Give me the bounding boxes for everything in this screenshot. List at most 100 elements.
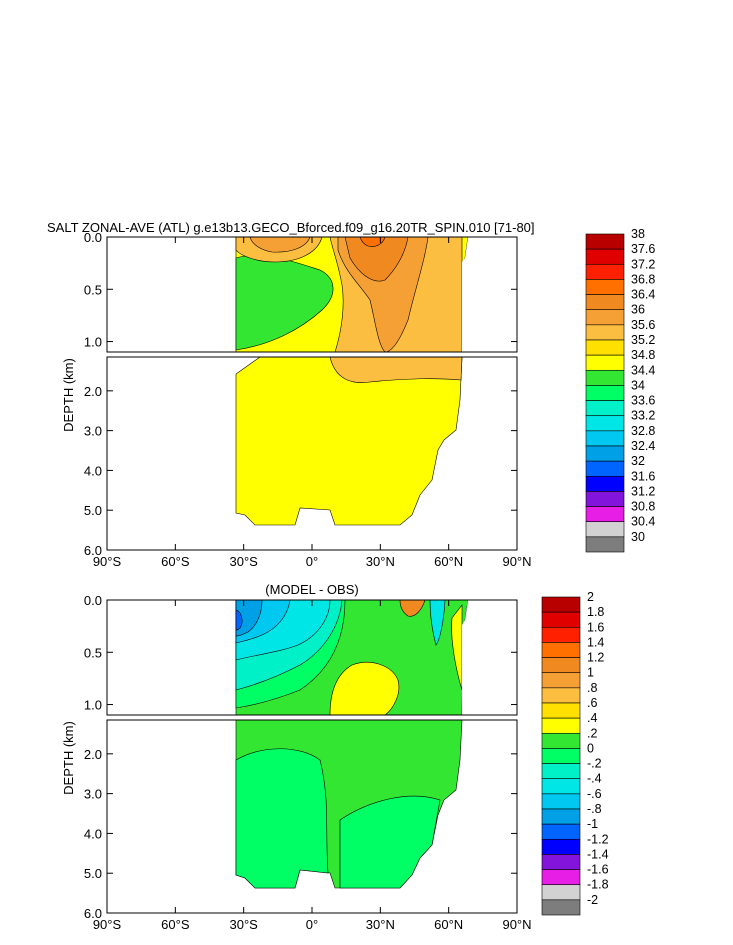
colorbar-swatch — [585, 279, 625, 295]
colorbar-label: 34.8 — [631, 348, 655, 362]
field-region — [249, 237, 311, 253]
colorbar-label: .2 — [587, 726, 597, 740]
y-tick-label: 0.5 — [84, 282, 102, 297]
colorbar-label: 32.8 — [631, 424, 655, 438]
colorbar-swatch — [541, 702, 581, 719]
field-region — [235, 609, 243, 631]
field-region — [235, 748, 329, 889]
colorbar-label: .6 — [587, 696, 597, 710]
colorbar-swatch — [541, 596, 581, 613]
colorbar-label: -.2 — [587, 757, 602, 771]
colorbar-swatch — [585, 354, 625, 371]
colorbar-swatch — [541, 884, 581, 901]
plot-title: (MODEL - OBS) — [265, 582, 358, 597]
colorbar-label: 36.4 — [631, 288, 655, 302]
colorbar-label: 33.2 — [631, 409, 655, 423]
colorbar-swatch — [585, 460, 625, 477]
colorbar-swatch — [585, 400, 625, 417]
colorbar-label: 1.8 — [587, 605, 604, 619]
colorbar-label: 32 — [631, 454, 645, 468]
colorbar-swatch — [541, 672, 581, 689]
colorbar-swatch — [541, 808, 581, 825]
colorbar-swatch — [585, 445, 625, 462]
x-tick-label: 60°S — [161, 917, 190, 932]
colorbar-swatch — [541, 642, 581, 658]
upper-section-field — [235, 237, 517, 352]
y-tick-label: 0.0 — [84, 230, 102, 245]
plot-title: SALT ZONAL-AVE (ATL) g.e13b13.GECO_Bforc… — [47, 220, 535, 235]
field-region — [329, 357, 463, 383]
colorbar-label: 30.8 — [631, 500, 655, 514]
x-tick-label: 30°S — [229, 917, 258, 932]
colorbar-swatch — [585, 475, 625, 492]
colorbar-label: 34.4 — [631, 363, 655, 377]
field-region — [329, 661, 400, 715]
y-tick-label: 0.5 — [84, 645, 102, 660]
colorbar-label: 37.6 — [631, 242, 655, 256]
colorbar-label: 1.6 — [587, 620, 604, 634]
colorbar-label: 1.4 — [587, 635, 604, 649]
field-region — [235, 600, 263, 637]
colorbar-label: -.6 — [587, 787, 602, 801]
colorbar-label: 30 — [631, 530, 645, 544]
colorbar-swatch — [541, 626, 581, 643]
colorbar-swatch — [541, 657, 581, 674]
lower-section-field — [235, 720, 463, 889]
colorbar-label: 37.2 — [631, 257, 655, 271]
colorbar-label: 36 — [631, 303, 645, 317]
colorbar-swatch — [585, 430, 625, 447]
colorbar-label: 31.6 — [631, 469, 655, 483]
colorbar-label: 2 — [587, 590, 594, 604]
colorbar-swatch — [541, 838, 581, 855]
colorbar-swatch — [585, 263, 625, 280]
colorbar-label: -.8 — [587, 802, 602, 816]
colorbar-label: 35.6 — [631, 318, 655, 332]
colorbar-swatch — [541, 748, 581, 764]
colorbar-label: -1 — [587, 817, 598, 831]
x-tick-label: 90°S — [93, 917, 122, 932]
colorbar-swatch — [585, 339, 625, 356]
colorbar-label: -1.4 — [587, 847, 609, 861]
field-region — [451, 604, 463, 691]
x-tick-label: 30°N — [366, 917, 395, 932]
axis-ticks: 90°S 60°S 30°S 0° 30°N 60°N 90°N 0.0 0.5 1.0 2.0 3.… — [84, 593, 532, 932]
colorbar-swatch — [585, 233, 625, 250]
x-tick-label: 0° — [306, 554, 318, 569]
colorbar-swatch — [541, 732, 581, 749]
x-tick-label: 90°N — [502, 554, 531, 569]
colorbar-label: 30.4 — [631, 515, 655, 529]
salt-plot: SALT ZONAL-AVE (ATL) g.e13b13.GECO_Bforc… — [47, 220, 535, 569]
difference-colorbar: 21.81.61.41.21.8.6.4.20-.2-.4-.6-.8-1-1.… — [541, 590, 609, 916]
y-tick-label: 4.0 — [84, 463, 102, 478]
colorbar-label: 0 — [587, 741, 594, 755]
colorbar-swatch — [585, 369, 625, 386]
colorbar-swatch — [585, 506, 625, 523]
colorbar-swatch — [541, 869, 581, 886]
x-tick-label: 0° — [306, 917, 318, 932]
colorbar-label: 35.2 — [631, 333, 655, 347]
field-region — [399, 600, 426, 617]
colorbar-label: .4 — [587, 711, 597, 725]
colorbar-swatch — [541, 611, 581, 628]
field-region — [359, 237, 386, 247]
y-tick-label: 5.0 — [84, 866, 102, 881]
y-axis-label: DEPTH (km) — [61, 721, 76, 795]
colorbar-swatch — [585, 536, 625, 553]
field-region — [429, 600, 446, 646]
x-tick-label: 60°S — [161, 554, 190, 569]
colorbar-label: 36.8 — [631, 272, 655, 286]
x-tick-label: 30°S — [229, 554, 258, 569]
y-tick-label: 2.0 — [84, 384, 102, 399]
field-region — [339, 795, 441, 889]
axis-ticks: 90°S 60°S 30°S 0° 30°N 60°N 90°N 0.0 0.5 1.0 2.0 3.… — [84, 230, 532, 569]
x-tick-label: 60°N — [434, 917, 463, 932]
colorbar-label: -1.2 — [587, 832, 609, 846]
colorbar-swatch — [541, 793, 581, 810]
y-tick-label: 2.0 — [84, 747, 102, 762]
colorbar-swatch — [541, 899, 581, 916]
x-tick-label: 90°N — [502, 917, 531, 932]
upper-section-field — [235, 600, 517, 715]
colorbar-label: 32.4 — [631, 439, 655, 453]
